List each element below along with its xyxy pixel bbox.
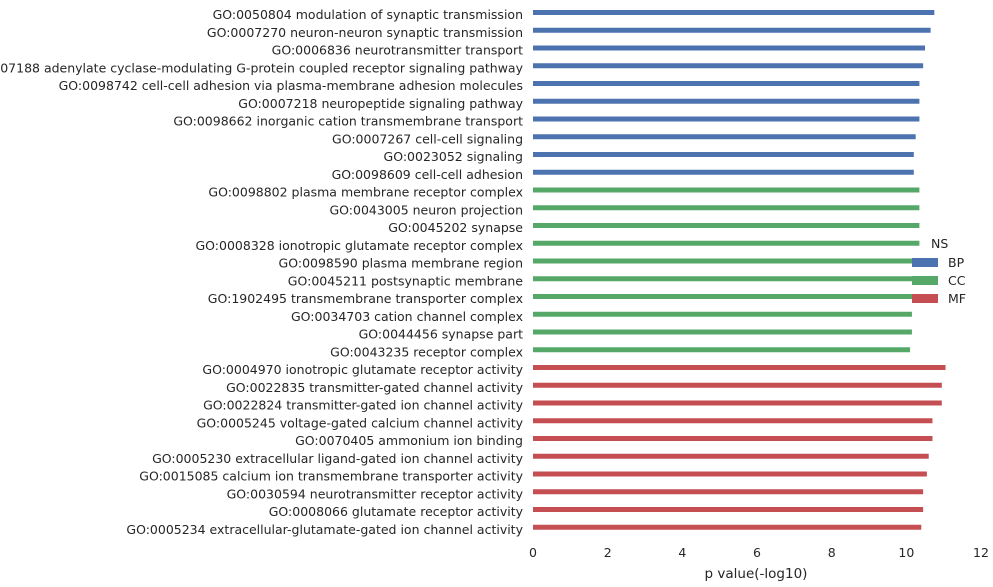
bar-go-0005245	[533, 418, 933, 424]
bar-go-0098742	[533, 81, 920, 86]
category-label: GO:0050804 modulation of synaptic transm…	[213, 7, 523, 22]
legend-label-mf: MF	[948, 291, 966, 306]
x-tick-label: 2	[604, 545, 612, 560]
bar-go-0015085	[533, 471, 927, 477]
category-label: GO:0005230 extracellular ligand-gated io…	[152, 451, 524, 466]
bar-go-0007188	[533, 63, 924, 69]
category-label: GO:0043235 receptor complex	[330, 344, 523, 359]
x-axis-title: p value(-log10)	[705, 566, 808, 582]
legend-label-bp: BP	[948, 255, 965, 270]
category-label: GO:0023052 signaling	[384, 149, 523, 164]
bar-go-0043235	[533, 347, 911, 353]
bar-go-0008328	[533, 240, 920, 246]
category-label: GO:0007188 adenylate cyclase-modulating …	[0, 60, 524, 75]
category-label: GO:0045211 postsynaptic membrane	[288, 273, 524, 288]
category-label: GO:0022835 transmitter-gated channel act…	[226, 380, 523, 395]
bar-go-0005234	[533, 524, 922, 530]
bar-go-0098662	[533, 116, 920, 122]
bar-go-0044456	[533, 329, 912, 335]
category-label: GO:0044456 synapse part	[359, 327, 523, 342]
bar-go-0098802	[533, 187, 920, 193]
bar-go-0034703	[533, 311, 912, 317]
category-label: GO:0008066 glutamate receptor activity	[269, 504, 524, 519]
category-label: GO:0030594 neurotransmitter receptor act…	[227, 486, 524, 501]
bar-go-0070405	[533, 436, 933, 441]
x-tick-label: 4	[678, 545, 686, 560]
bar-go-0008066	[533, 507, 924, 512]
bars-group	[533, 10, 946, 530]
legend-title: NS	[931, 236, 948, 251]
bar-go-0098590	[533, 258, 918, 264]
category-label: GO:0043005 neuron projection	[329, 202, 523, 217]
category-label: GO:0007267 cell-cell signaling	[332, 131, 523, 146]
bar-go-0045211	[533, 276, 916, 282]
category-label: GO:0006836 neurotransmitter transport	[272, 43, 523, 58]
legend-swatch-bp	[912, 258, 938, 267]
category-label: GO:0007270 neuron-neuron synaptic transm…	[207, 25, 523, 40]
category-label: GO:1902495 transmembrane transporter com…	[208, 291, 523, 306]
bar-go-0007267	[533, 134, 916, 140]
category-label: GO:0098742 cell-cell adhesion via plasma…	[59, 78, 523, 93]
category-label: GO:0070405 ammonium ion binding	[295, 433, 523, 448]
legend-swatch-mf	[912, 294, 938, 303]
bar-go-0098609	[533, 169, 914, 175]
bar-go-0022824	[533, 400, 942, 406]
category-label: GO:0022824 transmitter-gated ion channel…	[203, 398, 524, 413]
bar-go-0030594	[533, 489, 924, 495]
category-label: GO:0005234 extracellular-glutamate-gated…	[126, 522, 523, 537]
category-label: GO:0004970 ionotropic glutamate receptor…	[202, 362, 523, 377]
category-label: GO:0015085 calcium ion transmembrane tra…	[139, 469, 523, 484]
category-label: GO:0098802 plasma membrane receptor comp…	[208, 185, 523, 200]
bar-go-0022835	[533, 382, 942, 388]
x-tick-label: 12	[973, 545, 989, 560]
category-label: GO:0005245 voltage-gated calcium channel…	[197, 415, 524, 430]
bar-go-0023052	[533, 152, 914, 157]
bar-go-0007218	[533, 98, 920, 104]
bar-go-0045202	[533, 223, 920, 228]
bar-go-0007270	[533, 27, 931, 33]
bar-go-0043005	[533, 205, 920, 211]
bar-go-0004970	[533, 365, 946, 370]
category-label: GO:0007218 neuropeptide signaling pathwa…	[238, 96, 523, 111]
legend-swatch-cc	[912, 276, 938, 285]
bar-go-0050804	[533, 10, 935, 15]
x-tick-label: 10	[898, 545, 914, 560]
legend-label-cc: CC	[948, 273, 966, 288]
x-tick-label: 6	[753, 545, 761, 560]
category-label: GO:0098590 plasma membrane region	[279, 256, 523, 271]
bar-go-1902495	[533, 294, 914, 299]
category-labels-group: GO:0050804 modulation of synaptic transm…	[0, 7, 524, 537]
category-label: GO:0098609 cell-cell adhesion	[332, 167, 523, 182]
category-label: GO:0034703 cation channel complex	[291, 309, 523, 324]
category-label: GO:0008328 ionotropic glutamate receptor…	[196, 238, 524, 253]
x-axis-ticks-group: 0 2 4 6 8 10 12	[529, 545, 989, 560]
category-label: GO:0098662 inorganic cation transmembran…	[173, 114, 523, 129]
x-tick-label: 0	[529, 545, 537, 560]
category-label: GO:0045202 synapse	[388, 220, 523, 235]
bar-go-0005230	[533, 453, 929, 459]
bar-go-0006836	[533, 45, 925, 51]
x-tick-label: 8	[828, 545, 836, 560]
